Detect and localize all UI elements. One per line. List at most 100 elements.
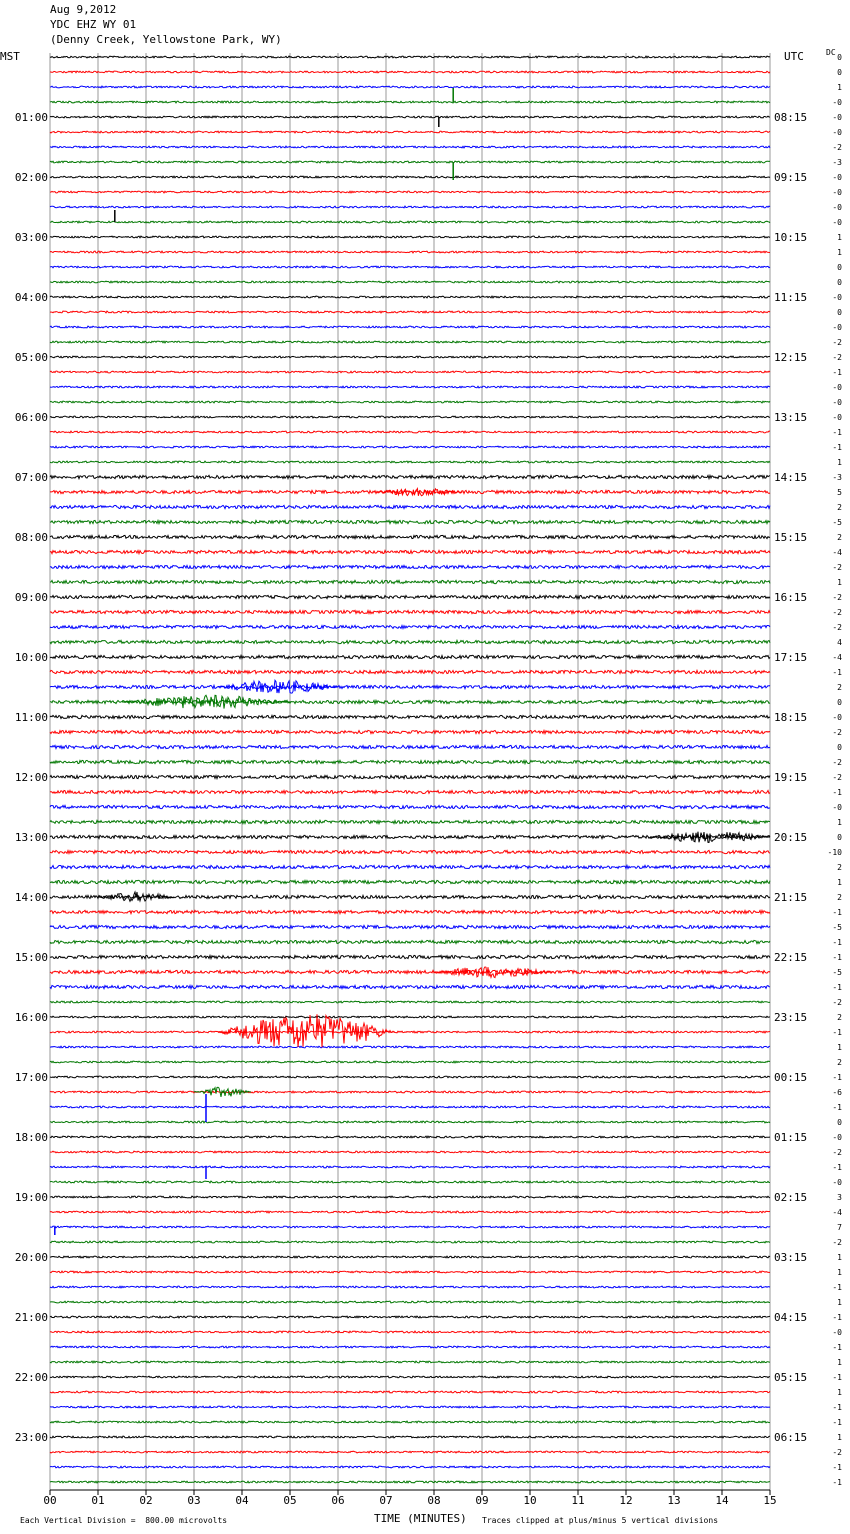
trace-row xyxy=(49,145,771,149)
trace-row xyxy=(49,370,771,374)
trace-row xyxy=(49,265,771,269)
dc-offset-label: -10 xyxy=(828,848,843,857)
left-hour-label: 05:00 xyxy=(15,351,48,364)
dc-offset-label: -0 xyxy=(832,128,842,137)
trace-row xyxy=(49,923,771,930)
right-hour-label: 17:15 xyxy=(774,651,807,664)
trace-row xyxy=(49,863,771,871)
left-hour-label: 21:00 xyxy=(15,1311,48,1324)
trace-row xyxy=(49,1150,771,1154)
trace-row xyxy=(49,340,771,344)
dc-offset-label: 2 xyxy=(837,863,842,872)
trace-row xyxy=(49,1480,771,1484)
dc-offset-label: -1 xyxy=(832,1403,842,1412)
trace-row xyxy=(49,250,771,254)
dc-offset-label: -1 xyxy=(832,668,842,677)
dc-offset-label: 0 xyxy=(837,1118,842,1127)
dc-offset-label: -0 xyxy=(832,218,842,227)
event-burst xyxy=(649,831,771,844)
x-tick-label: 02 xyxy=(139,1494,152,1507)
dc-offset-label: -1 xyxy=(832,1283,842,1292)
dc-offset-label: -1 xyxy=(832,908,842,917)
left-hour-label: 10:00 xyxy=(15,651,48,664)
dc-offset-label: -0 xyxy=(832,1328,842,1337)
left-hour-label: 14:00 xyxy=(15,891,48,904)
dc-offset-label: -1 xyxy=(832,443,842,452)
dc-offset-label: -4 xyxy=(832,548,842,557)
station-location: (Denny Creek, Yellowstone Park, WY) xyxy=(50,33,282,46)
dc-offset-label: 2 xyxy=(837,683,842,692)
trace-row xyxy=(49,1405,771,1409)
dc-offset-label: -2 xyxy=(832,143,842,152)
event-burst xyxy=(434,966,555,980)
trace-row xyxy=(49,295,771,299)
dc-offset-label: 0 xyxy=(837,263,842,272)
dc-offset-label: -0 xyxy=(832,293,842,302)
trace-row xyxy=(49,130,771,134)
dc-offset-label: 1 xyxy=(837,878,842,887)
dc-offset-label: 2 xyxy=(837,1013,842,1022)
dc-offset-label: -0 xyxy=(832,383,842,392)
dc-offset-label: -0 xyxy=(832,413,842,422)
trace-row xyxy=(49,1450,771,1454)
right-hour-label: 05:15 xyxy=(774,1371,807,1384)
trace-row xyxy=(49,773,771,781)
trace-row xyxy=(49,518,771,526)
x-tick-label: 00 xyxy=(43,1494,56,1507)
right-hour-label: 01:15 xyxy=(774,1131,807,1144)
trace-row xyxy=(49,85,771,89)
event-burst xyxy=(217,1013,396,1048)
plot-date: Aug 9,2012 xyxy=(50,3,117,16)
trace-row xyxy=(49,1270,771,1274)
left-hour-label: 09:00 xyxy=(15,591,48,604)
event-burst xyxy=(193,1086,251,1097)
trace-row xyxy=(49,939,771,945)
dc-offset-label: -1 xyxy=(832,1073,842,1082)
trace-row xyxy=(49,1135,771,1139)
trace-row xyxy=(49,1045,771,1049)
dc-offset-label: 0 xyxy=(837,308,842,317)
dc-offset-label: -2 xyxy=(832,998,842,1007)
dc-offset-label: -2 xyxy=(832,563,842,572)
left-hour-label: 19:00 xyxy=(15,1191,48,1204)
trace-row xyxy=(49,608,771,615)
dc-offset-label: 7 xyxy=(837,1223,842,1232)
x-tick-label: 12 xyxy=(619,1494,632,1507)
dc-offset-label: -1 xyxy=(832,1463,842,1472)
dc-offset-label: -2 xyxy=(832,773,842,782)
dc-offset-label: -3 xyxy=(832,473,842,482)
x-tick-label: 06 xyxy=(331,1494,344,1507)
trace-row xyxy=(49,789,771,796)
trace-row xyxy=(49,1015,770,1019)
dc-offset-label: -1 xyxy=(832,953,842,962)
dc-offset-label: -1 xyxy=(832,1163,842,1172)
dc-offset-label: 0 xyxy=(837,53,842,62)
trace-row xyxy=(49,1300,770,1304)
dc-offset-label: -4 xyxy=(832,653,842,662)
trace-row xyxy=(49,190,771,194)
right-hour-label: 11:15 xyxy=(774,291,807,304)
trace-row xyxy=(49,325,771,329)
trace-row xyxy=(49,1360,770,1364)
right-hour-label: 20:15 xyxy=(774,831,807,844)
dc-offset-label: -0 xyxy=(832,398,842,407)
dc-offset-label: 0 xyxy=(837,68,842,77)
dc-offset-label: -0 xyxy=(832,98,842,107)
trace-row xyxy=(49,115,770,119)
dc-offset-label: 1 xyxy=(837,1433,842,1442)
trace-row xyxy=(49,460,771,464)
dc-offset-label: -1 xyxy=(832,1418,842,1427)
dc-offset-label: 1 xyxy=(837,458,842,467)
dc-offset-label: -5 xyxy=(832,968,842,977)
left-hour-label: 18:00 xyxy=(15,1131,48,1144)
trace-row xyxy=(49,1285,771,1289)
dc-offset-label: 0 xyxy=(837,833,842,842)
trace-row xyxy=(49,1165,771,1169)
trace-row xyxy=(49,744,771,751)
dc-offset-label: -0 xyxy=(832,323,842,332)
dc-offset-label: 1 xyxy=(837,1298,842,1307)
trace-row xyxy=(49,983,771,991)
trace-row xyxy=(49,355,771,359)
right-hour-label: 18:15 xyxy=(774,711,807,724)
right-timezone-label: UTC xyxy=(784,50,804,63)
